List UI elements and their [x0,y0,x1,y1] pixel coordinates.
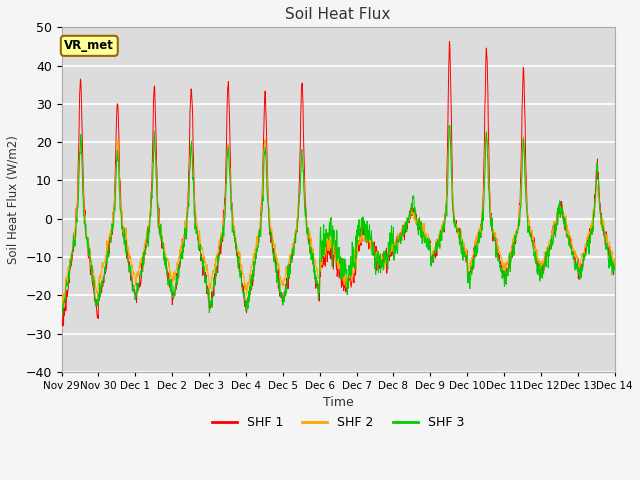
SHF 2 [58,304,65,310]
SHF 3 [168,289,175,295]
SHF 1 [445,38,453,44]
SHF 2 [611,264,619,269]
SHF 2 [181,218,189,224]
SHF 1 [497,263,505,268]
SHF 1 [168,291,175,297]
SHF 2 [497,253,505,259]
SHF 2 [168,274,175,279]
SHF 3 [58,299,65,305]
Text: VR_met: VR_met [65,39,114,52]
Line: SHF 1: SHF 1 [61,41,615,326]
SHF 2 [424,232,432,238]
SHF 1 [546,247,554,253]
SHF 2 [58,306,66,312]
SHF 3 [243,299,251,304]
SHF 1 [243,307,251,313]
SHF 1 [181,236,189,242]
SHF 2 [483,129,491,134]
SHF 3 [611,264,619,270]
Title: Soil Heat Flux: Soil Heat Flux [285,7,391,22]
Line: SHF 3: SHF 3 [61,125,615,314]
SHF 3 [546,246,554,252]
SHF 3 [497,266,505,272]
SHF 1 [58,316,65,322]
SHF 3 [446,122,454,128]
SHF 1 [611,265,619,271]
SHF 3 [181,232,189,238]
Y-axis label: Soil Heat Flux (W/m2): Soil Heat Flux (W/m2) [7,135,20,264]
SHF 2 [243,289,251,295]
X-axis label: Time: Time [323,396,353,409]
SHF 2 [546,238,554,244]
SHF 1 [58,324,66,329]
SHF 3 [59,312,67,317]
SHF 1 [424,243,432,249]
Line: SHF 2: SHF 2 [61,132,615,309]
Legend: SHF 1, SHF 2, SHF 3: SHF 1, SHF 2, SHF 3 [207,411,469,434]
SHF 3 [424,239,432,244]
